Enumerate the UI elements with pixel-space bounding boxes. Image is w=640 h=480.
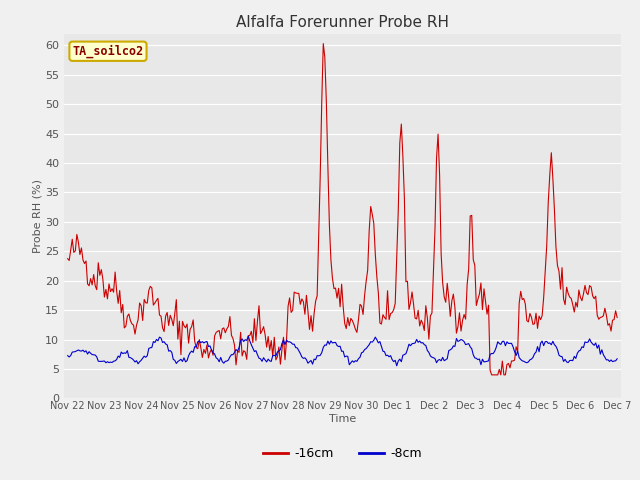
- Title: Alfalfa Forerunner Probe RH: Alfalfa Forerunner Probe RH: [236, 15, 449, 30]
- X-axis label: Time: Time: [329, 414, 356, 424]
- Text: TA_soilco2: TA_soilco2: [72, 45, 143, 58]
- Legend: -16cm, -8cm: -16cm, -8cm: [258, 442, 427, 465]
- Y-axis label: Probe RH (%): Probe RH (%): [32, 179, 42, 253]
